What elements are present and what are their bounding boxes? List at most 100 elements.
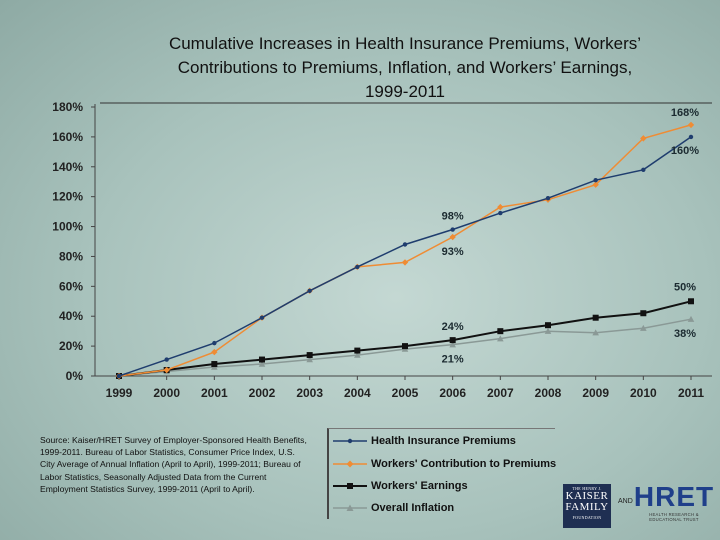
legend-item-inflation: Overall Inflation [333,498,454,518]
legend: Health Insurance Premiums Workers' Contr… [327,428,556,519]
data-label: 38% [674,328,696,340]
x-tick-label: 2011 [678,386,704,400]
title-line: Contributions to Premiums, Inflation, an… [177,58,633,77]
source-note: Source: Kaiser/HRET Survey of Employer-S… [40,435,307,494]
data-point [640,310,647,317]
data-point [259,315,265,320]
y-tick-label: 140% [52,160,83,174]
legend-swatch [333,504,367,511]
y-tick-label: 20% [59,339,83,353]
legend-swatch [333,460,367,468]
kff-logo-line: FAMILY [565,501,609,513]
hret-logo-line: EDUCATIONAL TRUST [649,517,699,522]
data-point [402,242,408,247]
legend-label: Workers' Contribution to Premiums [371,458,557,470]
hret-logo-mark: HRET [633,481,715,512]
series-line [118,136,692,377]
x-tick-label: 2010 [630,386,657,400]
data-point [497,328,504,335]
series-line [118,124,692,377]
data-point [306,356,313,363]
data-point [163,366,170,374]
data-point [641,167,646,172]
legend-swatch [333,438,367,444]
data-point [401,259,409,266]
data-point [593,178,598,183]
data-point [688,298,694,305]
series-layer [115,121,695,380]
data-point [592,329,599,336]
data-point [640,135,647,142]
data-point [306,352,313,359]
data-label: 50% [674,281,696,293]
y-tick-label: 40% [59,309,83,323]
chart-title: Cumulative Increases in Health Insurance… [95,32,715,104]
x-tick-label: 2009 [582,386,609,400]
data-point [544,327,552,334]
data-point [402,343,408,350]
data-point [354,347,361,354]
data-point [449,337,456,344]
data-point [258,360,266,367]
data-label: 93% [442,246,464,258]
data-label: 21% [442,354,464,366]
title-line: 1999-2011 [364,82,446,101]
data-point [497,335,504,342]
data-point [307,288,312,294]
data-point [355,264,360,270]
data-label: 98% [442,211,464,223]
data-point [450,227,455,232]
data-label: 168% [671,107,699,119]
data-point [354,351,361,358]
legend-item-earnings: Workers' Earnings [333,476,468,496]
legend-swatch [333,483,367,489]
data-point [211,348,218,356]
data-point [687,121,695,129]
kff-logo-line: THE HENRY J. [572,486,602,491]
annotation-layer: 168% 160% 98% 93% 50% 38% 24% 21% [442,107,700,366]
y-tick-label: 60% [59,279,83,293]
line-chart: 0% 20% 40% 60% 80% 100% 120% 140% 160% 180% 1999 20… [52,100,712,400]
data-point [498,210,503,216]
data-point [545,322,551,329]
x-tick-label: 2005 [392,386,419,400]
x-tick-label: 2001 [201,386,228,400]
y-tick-label: 120% [52,190,83,204]
y-tick-label: 80% [59,249,83,263]
axis-layer: 0% 20% 40% 60% 80% 100% 120% 140% 160% 180% 1999 20… [52,100,712,400]
kaiser-family-foundation-logo: THE HENRY J. KAISER FAMILY FOUNDATION [563,484,611,528]
x-tick-label: 1999 [106,386,133,400]
y-tick-label: 100% [52,220,83,234]
data-point [497,203,504,211]
data-point [212,340,217,346]
x-tick-label: 2006 [439,386,466,400]
data-point [592,314,599,321]
series-health-insurance-premiums [116,134,694,379]
data-point [211,361,218,368]
data-point [687,315,695,322]
legend-label: Health Insurance Premiums [371,435,516,447]
data-point [449,341,456,348]
kff-logo-line: KAISER [565,490,609,502]
y-tick-label: 0% [66,369,84,383]
series-workers-contribution-to-premiums [115,121,695,380]
data-point [449,233,456,241]
legend-label: Overall Inflation [371,502,455,514]
hret-logo-line: HEALTH RESEARCH & [649,512,699,517]
data-point [640,324,647,331]
series-workers-earnings [116,298,694,379]
x-tick-label: 2002 [249,386,276,400]
legend-item-premiums: Health Insurance Premiums [333,431,516,451]
x-tick-label: 2004 [344,386,371,400]
data-point [688,134,694,140]
series-line [118,300,692,377]
data-label: 160% [671,145,699,157]
x-tick-label: 2007 [487,386,514,400]
and-text: AND [618,498,633,505]
x-tick-label: 2008 [535,386,562,400]
y-tick-label: 160% [52,130,83,144]
legend-item-contributions: Workers' Contribution to Premiums [333,454,556,474]
data-point [592,181,599,188]
x-tick-label: 2003 [296,386,323,400]
hret-logo: HRET HEALTH RESEARCH & EDUCATIONAL TRUST [630,481,718,523]
